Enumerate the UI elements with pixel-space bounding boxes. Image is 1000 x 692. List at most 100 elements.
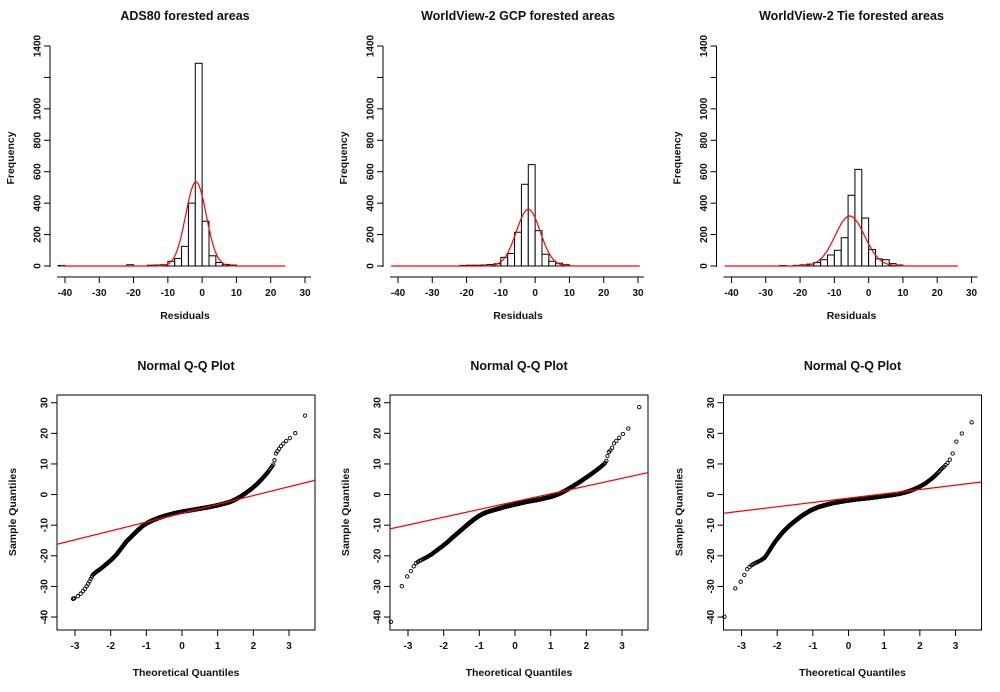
svg-text:0: 0 — [199, 288, 205, 299]
svg-text:-20: -20 — [793, 288, 808, 299]
qq-plot-ads80: Normal Q-Q Plot Theoretical Quantiles Sa… — [7, 359, 316, 679]
y-axis-label: Sample Quantiles — [674, 468, 686, 556]
svg-text:30: 30 — [373, 397, 384, 409]
svg-text:-1: -1 — [142, 641, 151, 652]
svg-text:0: 0 — [179, 641, 185, 652]
svg-text:0: 0 — [33, 263, 44, 269]
svg-text:-20: -20 — [126, 288, 141, 299]
svg-text:-20: -20 — [40, 548, 51, 563]
svg-text:3: 3 — [619, 641, 625, 652]
svg-text:0: 0 — [512, 641, 518, 652]
svg-text:20: 20 — [598, 288, 610, 299]
svg-text:30: 30 — [632, 288, 644, 299]
chart-title: Normal Q-Q Plot — [804, 359, 902, 373]
svg-text:10: 10 — [231, 288, 243, 299]
svg-text:-10: -10 — [161, 288, 176, 299]
svg-text:1400: 1400 — [366, 34, 377, 57]
svg-text:-20: -20 — [459, 288, 474, 299]
chart-title: WorldView-2 Tie forested areas — [759, 9, 944, 23]
svg-text:-1: -1 — [475, 641, 484, 652]
svg-text:-30: -30 — [425, 288, 440, 299]
svg-text:-30: -30 — [759, 288, 774, 299]
svg-text:30: 30 — [299, 288, 311, 299]
svg-text:-3: -3 — [404, 641, 413, 652]
svg-text:1400: 1400 — [33, 34, 44, 57]
svg-text:0: 0 — [40, 491, 51, 497]
svg-text:600: 600 — [699, 163, 710, 180]
histogram-ads80-forested: ADS80 forested areas Residuals Frequency… — [5, 9, 311, 322]
svg-text:20: 20 — [265, 288, 277, 299]
svg-text:800: 800 — [699, 132, 710, 149]
x-axis-label: Theoretical Quantiles — [799, 667, 906, 679]
plot-area: -40 -30 -20 -10 0 10 20 30 0 200 400 600 800 1000 1400 — [699, 34, 977, 299]
svg-text:-40: -40 — [58, 288, 73, 299]
plot-area: -40 -30 -20 -10 0 10 20 30 0 200 400 600 800 1000 1400 — [366, 34, 644, 299]
svg-text:800: 800 — [33, 132, 44, 149]
svg-text:600: 600 — [366, 163, 377, 180]
svg-text:1: 1 — [548, 641, 554, 652]
qq-plot-worldview2-tie: Normal Q-Q Plot Theoretical Quantiles Sa… — [674, 359, 982, 679]
svg-text:0: 0 — [373, 491, 384, 497]
svg-text:-40: -40 — [724, 288, 739, 299]
svg-text:1000: 1000 — [33, 97, 44, 120]
svg-text:200: 200 — [699, 226, 710, 243]
chart-title: ADS80 forested areas — [120, 9, 249, 23]
svg-text:0: 0 — [532, 288, 538, 299]
svg-text:400: 400 — [699, 194, 710, 211]
svg-text:-10: -10 — [40, 518, 51, 533]
svg-text:200: 200 — [366, 226, 377, 243]
svg-text:-3: -3 — [71, 641, 80, 652]
svg-text:0: 0 — [866, 288, 872, 299]
x-axis-label: Residuals — [827, 310, 877, 322]
svg-text:-30: -30 — [92, 288, 107, 299]
svg-text:20: 20 — [40, 427, 51, 439]
svg-text:0: 0 — [699, 263, 710, 269]
svg-text:20: 20 — [932, 288, 944, 299]
y-axis-label: Sample Quantiles — [7, 468, 19, 556]
svg-text:800: 800 — [366, 132, 377, 149]
svg-text:10: 10 — [897, 288, 909, 299]
svg-text:20: 20 — [373, 427, 384, 439]
svg-text:-30: -30 — [40, 579, 51, 594]
svg-text:10: 10 — [564, 288, 576, 299]
svg-text:30: 30 — [966, 288, 978, 299]
y-axis-label: Sample Quantiles — [340, 468, 352, 556]
svg-text:1000: 1000 — [699, 97, 710, 120]
svg-text:-40: -40 — [391, 288, 406, 299]
y-axis-label: Frequency — [5, 131, 17, 184]
histogram-worldview2-tie-forested: WorldView-2 Tie forested areas Residuals… — [672, 9, 978, 322]
svg-text:1400: 1400 — [699, 34, 710, 57]
svg-text:30: 30 — [40, 397, 51, 409]
svg-text:400: 400 — [33, 194, 44, 211]
svg-text:-10: -10 — [827, 288, 842, 299]
svg-text:2: 2 — [584, 641, 590, 652]
svg-text:600: 600 — [33, 163, 44, 180]
svg-text:1000: 1000 — [366, 97, 377, 120]
svg-text:3: 3 — [286, 641, 292, 652]
svg-text:-40: -40 — [373, 609, 384, 624]
svg-text:-10: -10 — [494, 288, 509, 299]
svg-text:-2: -2 — [439, 641, 448, 652]
svg-text:1: 1 — [215, 641, 221, 652]
svg-text:0: 0 — [366, 263, 377, 269]
svg-text:400: 400 — [366, 194, 377, 211]
chart-title: Normal Q-Q Plot — [137, 359, 235, 373]
x-axis-label: Residuals — [493, 310, 543, 322]
y-axis-label: Frequency — [338, 131, 350, 184]
svg-text:2: 2 — [251, 641, 257, 652]
x-axis-label: Residuals — [160, 310, 210, 322]
svg-text:-40: -40 — [40, 609, 51, 624]
svg-text:-2: -2 — [106, 641, 115, 652]
svg-text:200: 200 — [33, 226, 44, 243]
svg-text:-30: -30 — [373, 579, 384, 594]
qq-plot-worldview2-gcp: Normal Q-Q Plot Theoretical Quantiles Sa… — [340, 359, 649, 679]
x-axis-label: Theoretical Quantiles — [466, 667, 573, 679]
svg-text:-10: -10 — [373, 518, 384, 533]
svg-text:10: 10 — [40, 458, 51, 470]
histogram-worldview2-gcp-forested: WorldView-2 GCP forested areas Residuals… — [338, 9, 644, 322]
x-axis-label: Theoretical Quantiles — [133, 667, 240, 679]
